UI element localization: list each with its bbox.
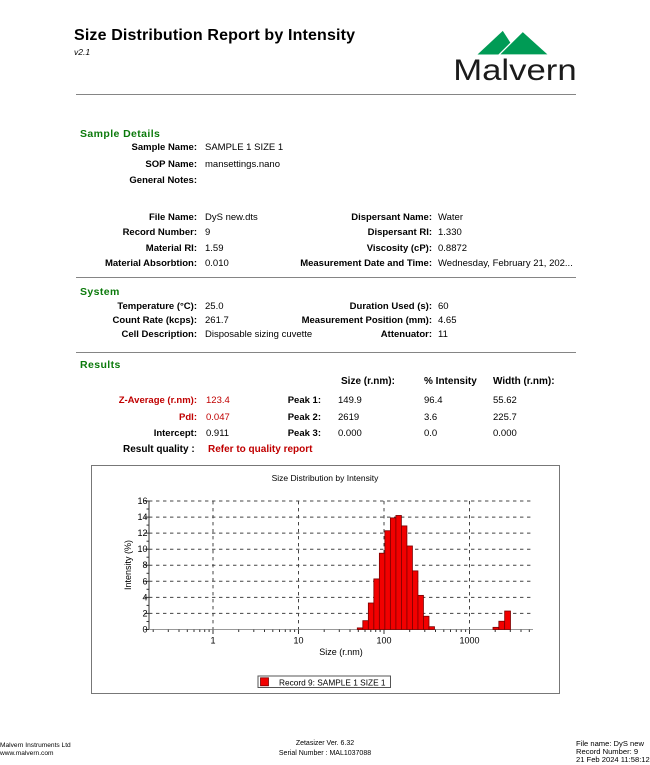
svg-text:Intensity (%): Intensity (%) bbox=[123, 540, 133, 590]
svg-text:1000: 1000 bbox=[459, 636, 479, 646]
svg-text:100: 100 bbox=[376, 636, 391, 646]
svg-text:12: 12 bbox=[137, 528, 147, 538]
svg-text:6: 6 bbox=[142, 576, 147, 586]
svg-text:Record 9: SAMPLE 1 SIZE 1: Record 9: SAMPLE 1 SIZE 1 bbox=[279, 677, 386, 687]
svg-text:8: 8 bbox=[142, 560, 147, 570]
svg-text:10: 10 bbox=[293, 636, 303, 646]
svg-text:Size Distribution by Intensity: Size Distribution by Intensity bbox=[272, 473, 380, 483]
svg-text:1: 1 bbox=[210, 636, 215, 646]
svg-text:4: 4 bbox=[142, 592, 147, 602]
svg-text:0: 0 bbox=[142, 625, 147, 635]
svg-text:2: 2 bbox=[142, 608, 147, 618]
svg-text:14: 14 bbox=[137, 512, 147, 522]
svg-text:10: 10 bbox=[137, 544, 147, 554]
svg-text:16: 16 bbox=[137, 496, 147, 506]
svg-text:Size (r.nm): Size (r.nm) bbox=[319, 647, 363, 657]
svg-text:Malvern: Malvern bbox=[453, 54, 576, 85]
